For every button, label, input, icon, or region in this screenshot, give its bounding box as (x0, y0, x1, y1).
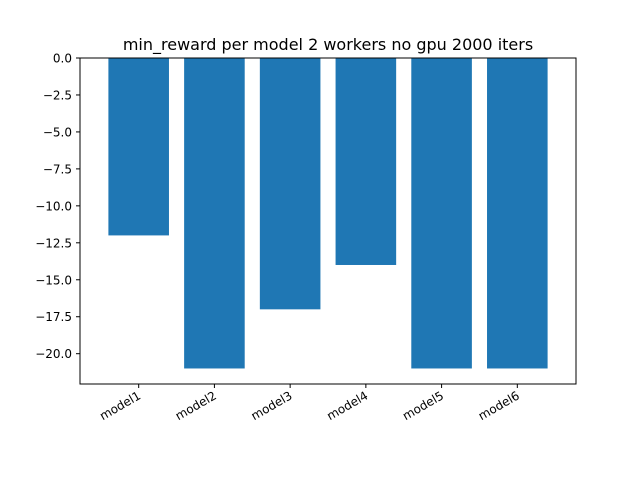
y-tick-label: −15.0 (35, 273, 72, 287)
y-tick-label: −2.5 (43, 88, 72, 102)
y-tick-label: −12.5 (35, 236, 72, 250)
bar-model4 (335, 58, 397, 265)
x-tick-label: model1 (97, 388, 143, 423)
x-tick-label: model3 (249, 388, 295, 423)
plot-frame (79, 57, 577, 385)
bar-model1 (108, 58, 169, 236)
chart-title: min_reward per model 2 workers no gpu 20… (123, 35, 533, 55)
bar-model2 (184, 58, 245, 369)
x-tick-label: model6 (476, 388, 522, 423)
x-tick-label: model2 (173, 388, 219, 423)
y-tick-label: −5.0 (43, 125, 72, 139)
x-tick-label: model5 (400, 388, 446, 423)
bar-model3 (259, 58, 321, 310)
y-tick-label: 0.0 (53, 52, 72, 66)
bars-group (108, 58, 548, 369)
y-tick-label: −17.5 (35, 310, 72, 324)
x-tick-label: model4 (324, 388, 370, 423)
x-axis: model1 model2 model3 model4 model5 model6 (97, 384, 522, 423)
y-tick-label: −10.0 (35, 199, 72, 213)
y-tick-label: −20.0 (35, 347, 72, 361)
y-tick-label: −7.5 (43, 162, 72, 176)
bar-model6 (487, 58, 548, 369)
bar-model5 (411, 58, 472, 369)
y-axis: 0.0 −2.5 −5.0 −7.5 −10.0 −12.5 −15.0 −17.5 −20.0 (35, 52, 80, 361)
